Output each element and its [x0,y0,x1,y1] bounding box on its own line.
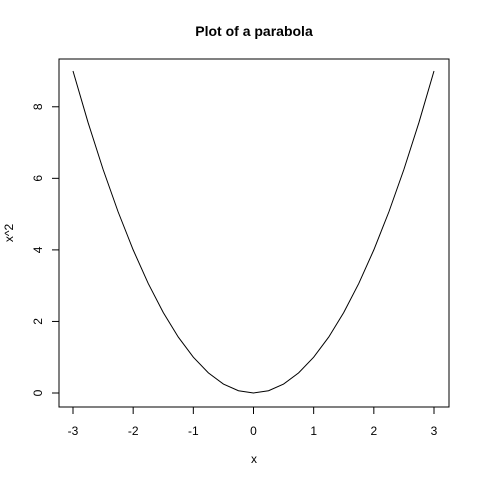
x-tick-label: 0 [250,424,257,438]
y-tick-label: 8 [31,103,45,110]
x-tick-label: 2 [370,424,377,438]
x-axis-label: x [251,452,257,466]
chart-title: Plot of a parabola [195,23,313,39]
x-tick-label: -2 [128,424,139,438]
parabola-line [72,70,435,394]
x-tick-label: 1 [310,424,317,438]
y-axis-label: x^2 [2,224,16,243]
y-tick-label: 0 [31,389,45,396]
x-tick-label: -3 [68,424,79,438]
plot-frame [58,58,450,408]
y-tick-label: 2 [31,318,45,325]
x-tick-label: 3 [431,424,438,438]
y-tick-label: 6 [31,175,45,182]
y-tick-label: 4 [31,246,45,253]
x-tick-label: -1 [188,424,199,438]
y-axis: 0 2 4 6 8 [31,103,60,396]
x-axis: -3 -2 -1 0 1 2 3 [68,406,438,438]
